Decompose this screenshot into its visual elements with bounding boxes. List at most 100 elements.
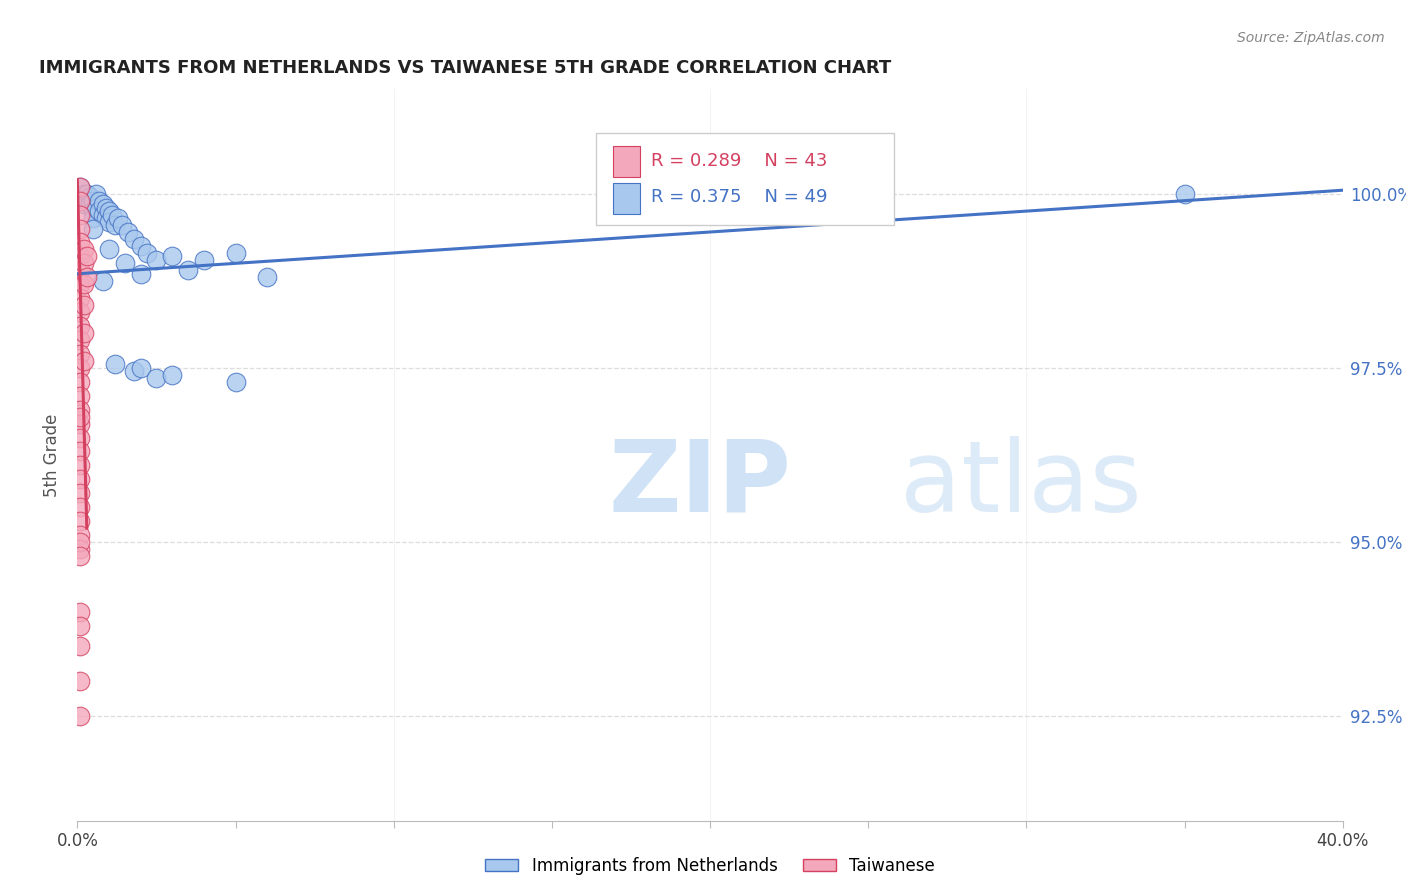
Point [82,204,104,219]
Point [69,458,91,473]
Point [69,277,91,292]
Point [69,402,91,417]
Point [69,417,91,431]
Point [73,277,96,292]
Text: R = 0.375    N = 49: R = 0.375 N = 49 [651,188,827,206]
Point [69,333,91,347]
Point [129,360,152,375]
Point [69,360,91,375]
Point [98,204,120,219]
Point [82,194,104,208]
Point [69,291,91,305]
Point [76,186,98,201]
Point [225,375,247,389]
Point [114,256,136,270]
Point [256,270,278,285]
Point [69,347,91,361]
Point [79,190,101,204]
Point [94,201,117,215]
Point [145,371,167,385]
Text: atlas: atlas [900,435,1142,533]
Point [111,218,132,232]
Point [76,249,98,263]
Point [76,194,98,208]
Point [69,618,91,632]
Point [101,208,124,222]
Point [91,197,114,211]
Point [69,605,91,619]
Point [193,252,215,267]
FancyBboxPatch shape [596,133,894,225]
Point [69,235,91,250]
Point [145,252,167,267]
Bar [613,183,641,213]
Point [177,263,200,277]
Point [89,204,111,219]
Point [69,541,91,556]
Point [129,239,152,253]
Point [117,225,139,239]
Point [82,221,104,235]
Point [69,528,91,542]
Point [162,249,183,263]
Y-axis label: 5th Grade: 5th Grade [44,413,62,497]
Point [69,389,91,403]
Point [69,263,91,277]
Point [104,357,127,371]
Point [69,179,91,194]
Point [73,298,96,312]
Point [91,274,114,288]
Point [104,218,127,232]
Text: R = 0.289    N = 43: R = 0.289 N = 43 [651,152,827,169]
Point [69,221,91,235]
Point [136,246,159,260]
Point [69,249,91,263]
Point [73,354,96,368]
Point [91,208,114,222]
Point [79,197,101,211]
Point [162,368,183,382]
Point [73,243,96,257]
Point [225,246,247,260]
Point [69,674,91,689]
Point [107,211,129,225]
Point [69,709,91,723]
Point [69,194,91,208]
Point [69,549,91,563]
Point [69,208,91,222]
Point [76,270,98,285]
Text: ZIP: ZIP [609,435,792,533]
Point [69,444,91,458]
Point [94,211,117,225]
Point [1174,186,1197,201]
Point [98,214,120,228]
Point [73,256,96,270]
Text: IMMIGRANTS FROM NETHERLANDS VS TAIWANESE 5TH GRADE CORRELATION CHART: IMMIGRANTS FROM NETHERLANDS VS TAIWANESE… [39,59,891,77]
Point [69,375,91,389]
Point [69,179,91,194]
Point [69,486,91,500]
Point [124,232,146,246]
Point [69,194,91,208]
Bar [613,146,641,177]
Point [129,267,152,281]
Point [69,514,91,528]
Point [73,197,96,211]
Point [86,186,108,201]
Point [69,500,91,515]
Point [82,211,104,225]
Point [89,194,111,208]
Legend: Immigrants from Netherlands, Taiwanese: Immigrants from Netherlands, Taiwanese [478,850,942,882]
Text: Source: ZipAtlas.com: Source: ZipAtlas.com [1237,31,1385,45]
Point [69,319,91,334]
Point [73,326,96,340]
Point [86,201,108,215]
Point [69,640,91,654]
Point [73,186,96,201]
Point [124,364,146,378]
Point [69,472,91,486]
Point [69,409,91,424]
Point [69,535,91,549]
Point [98,243,120,257]
Point [69,430,91,444]
